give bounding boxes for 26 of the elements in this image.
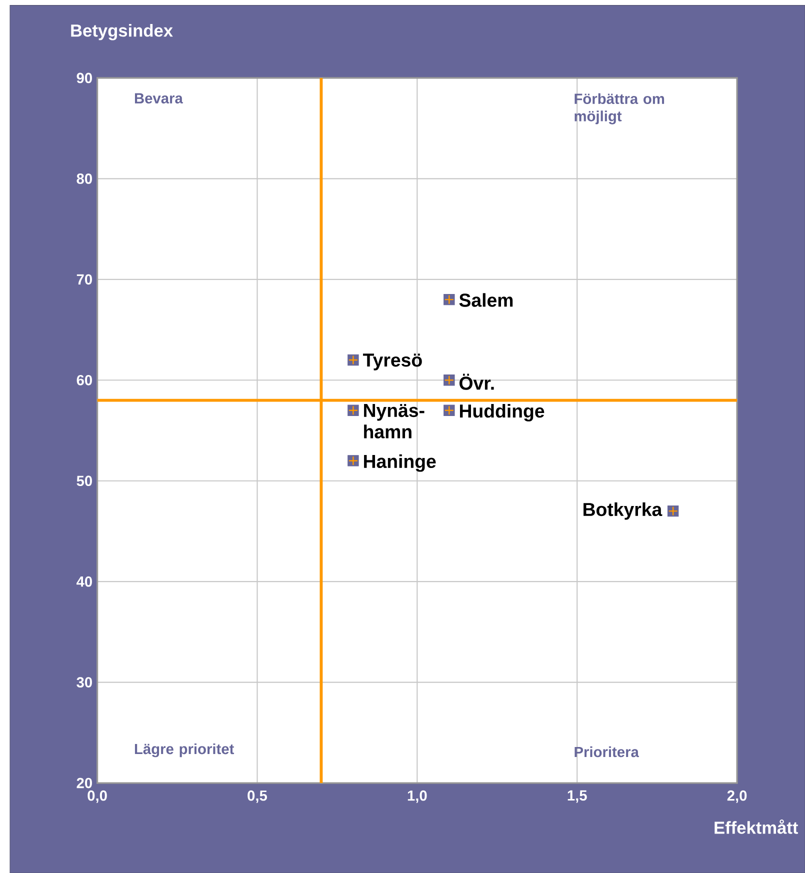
x-tick-label: 2,0 xyxy=(727,790,747,803)
annotation: Botkyrka xyxy=(584,502,662,520)
y-tick-label: 30 xyxy=(76,677,92,688)
y-tick-label: 60 xyxy=(76,374,92,386)
y-tick-label: 80 xyxy=(76,174,92,184)
y-axis-title: Betygsindex xyxy=(71,24,173,40)
y-tick-label: 20 xyxy=(76,778,92,788)
annotation: Haninge xyxy=(364,454,436,472)
x-tick-label: 0,5 xyxy=(248,790,268,803)
x-axis-title: Effektmått xyxy=(714,819,798,834)
y-tick-label: 40 xyxy=(76,576,92,587)
y-tick-label: 50 xyxy=(76,476,92,486)
annotation: Salem xyxy=(459,293,513,307)
annotation: Förbättra om möjligt xyxy=(574,93,664,124)
annotation: Tyresö xyxy=(363,354,422,370)
y-tick-label: 70 xyxy=(76,274,92,285)
x-tick-label: 1,0 xyxy=(408,790,427,803)
annotation: Huddinge xyxy=(460,404,544,422)
y-tick-label: 90 xyxy=(76,72,92,84)
annotation: Prioritera xyxy=(574,746,640,758)
annotation: Nynäs-hamn xyxy=(364,404,424,438)
annotation: Bevara xyxy=(134,93,183,104)
x-tick-label: 0,0 xyxy=(88,790,107,803)
x-tick-label: 1,5 xyxy=(568,790,587,803)
annotation: Övr. xyxy=(460,374,494,390)
annotation: Lägre prioritet xyxy=(134,743,234,758)
